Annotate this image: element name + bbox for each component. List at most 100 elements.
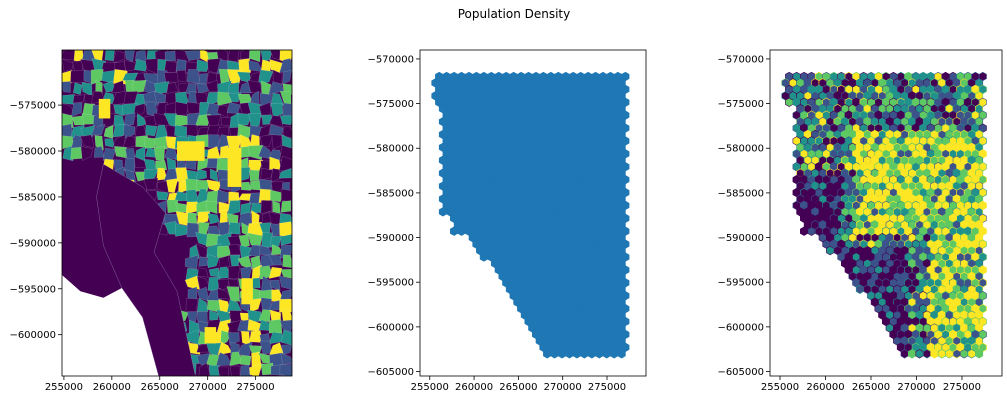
tract-polygon bbox=[249, 298, 262, 313]
tract-polygon bbox=[114, 146, 127, 159]
tract-polygon bbox=[257, 124, 271, 140]
axes-frame bbox=[61, 49, 293, 377]
y-tick-label: −595000 bbox=[717, 278, 764, 289]
tract-polygon bbox=[281, 309, 292, 324]
tract-polygon bbox=[282, 70, 292, 85]
tract-polygon bbox=[164, 72, 180, 84]
x-tick-label: 265000 bbox=[141, 382, 179, 393]
tract-polygon bbox=[228, 92, 242, 103]
hex-cell bbox=[900, 349, 909, 359]
tract-polygon bbox=[195, 169, 207, 181]
tract-polygon bbox=[186, 69, 201, 85]
tract-polygon bbox=[270, 103, 283, 118]
tract-polygon bbox=[123, 124, 136, 140]
hex-cell bbox=[617, 349, 626, 359]
hex-cell bbox=[610, 349, 619, 359]
y-tick-label: −600000 bbox=[367, 322, 414, 333]
tract-polygon bbox=[249, 363, 263, 376]
tract-polygon bbox=[248, 113, 262, 129]
hex-cell bbox=[907, 349, 917, 359]
hex-cell bbox=[587, 349, 596, 359]
tract-polygon bbox=[95, 80, 103, 94]
tract-polygon bbox=[123, 112, 136, 127]
tract-polygon bbox=[228, 222, 241, 235]
tract-polygon bbox=[218, 201, 231, 214]
y-tick-label: −595000 bbox=[9, 284, 56, 295]
hex-cell bbox=[550, 349, 559, 359]
tract-polygon bbox=[197, 211, 210, 225]
choropleth-panel: 255000 260000 265000 270000 275000 −575000 −58… bbox=[9, 49, 293, 393]
density-hex-panel: 255000 260000 265000 270000 275000 −570000 −57… bbox=[717, 49, 1003, 393]
tract-polygon bbox=[269, 279, 281, 291]
tract-polygon bbox=[280, 200, 292, 213]
tract-polygon bbox=[239, 245, 252, 259]
tract-polygon bbox=[270, 168, 281, 183]
tract-polygon bbox=[227, 200, 241, 216]
y-tick-label: −600000 bbox=[717, 322, 764, 333]
tract-polygon bbox=[279, 221, 292, 237]
tract-polygon bbox=[237, 113, 253, 126]
tract-polygon bbox=[269, 115, 284, 128]
tract-polygon bbox=[258, 352, 274, 364]
hex-cell bbox=[937, 349, 946, 359]
tract-polygon bbox=[270, 189, 283, 203]
tract-polygon bbox=[72, 94, 85, 104]
high-density-tract bbox=[177, 141, 205, 161]
x-tick-label: 270000 bbox=[189, 382, 227, 393]
tract-polygon bbox=[145, 124, 158, 137]
x-tick-label: 260000 bbox=[455, 382, 493, 393]
hex-cell bbox=[457, 226, 466, 236]
tract-polygon bbox=[91, 69, 104, 85]
tract-polygon bbox=[248, 245, 262, 258]
tract-polygon bbox=[198, 73, 208, 85]
tract-polygon bbox=[189, 320, 201, 334]
tract-polygon bbox=[62, 94, 75, 105]
tract-polygon bbox=[268, 81, 284, 95]
tract-polygon bbox=[70, 69, 86, 83]
tract-polygon bbox=[260, 134, 274, 148]
tract-polygon bbox=[268, 319, 283, 334]
tract-polygon bbox=[80, 146, 93, 161]
hex-cell bbox=[572, 349, 582, 359]
hex-cell bbox=[595, 349, 604, 359]
tract-polygon bbox=[198, 362, 211, 376]
x-tick-label: 275000 bbox=[588, 382, 626, 393]
hex-cell bbox=[967, 349, 976, 359]
tract-polygon bbox=[280, 188, 292, 203]
tract-polygon bbox=[175, 223, 190, 237]
hex-cell bbox=[945, 349, 954, 359]
tract-polygon bbox=[176, 70, 187, 82]
tract-polygon bbox=[228, 265, 241, 279]
y-tick-label: −580000 bbox=[9, 147, 56, 158]
hex-cell bbox=[557, 349, 567, 359]
tract-polygon bbox=[268, 254, 283, 266]
tract-polygon bbox=[208, 364, 220, 376]
hex-cell bbox=[438, 207, 447, 217]
tract-polygon bbox=[282, 254, 292, 268]
tract-polygon bbox=[217, 91, 232, 106]
tract-polygon bbox=[217, 279, 231, 292]
hex-cell bbox=[807, 226, 816, 236]
tract-polygon bbox=[71, 102, 83, 117]
y-tick-label: −570000 bbox=[367, 54, 414, 65]
density-hex-area bbox=[781, 71, 987, 359]
tract-polygon bbox=[249, 169, 260, 182]
tract-polygon bbox=[124, 158, 135, 172]
tract-polygon bbox=[229, 365, 241, 376]
tract-polygon bbox=[185, 298, 199, 313]
tract-polygon bbox=[280, 269, 292, 279]
y-tick-label: −605000 bbox=[367, 367, 414, 378]
tract-polygon bbox=[279, 58, 292, 73]
tract-polygon bbox=[197, 297, 209, 312]
x-tick-label: 270000 bbox=[897, 382, 935, 393]
tract-polygon bbox=[281, 344, 292, 355]
tract-polygon bbox=[166, 157, 177, 172]
hex-cell bbox=[922, 349, 932, 359]
hex-cell bbox=[565, 349, 574, 359]
tract-polygon bbox=[166, 178, 179, 193]
x-tick-label: 255000 bbox=[411, 382, 449, 393]
y-tick-label: −590000 bbox=[367, 233, 414, 244]
tract-polygon bbox=[153, 146, 165, 161]
tract-polygon bbox=[62, 145, 74, 162]
